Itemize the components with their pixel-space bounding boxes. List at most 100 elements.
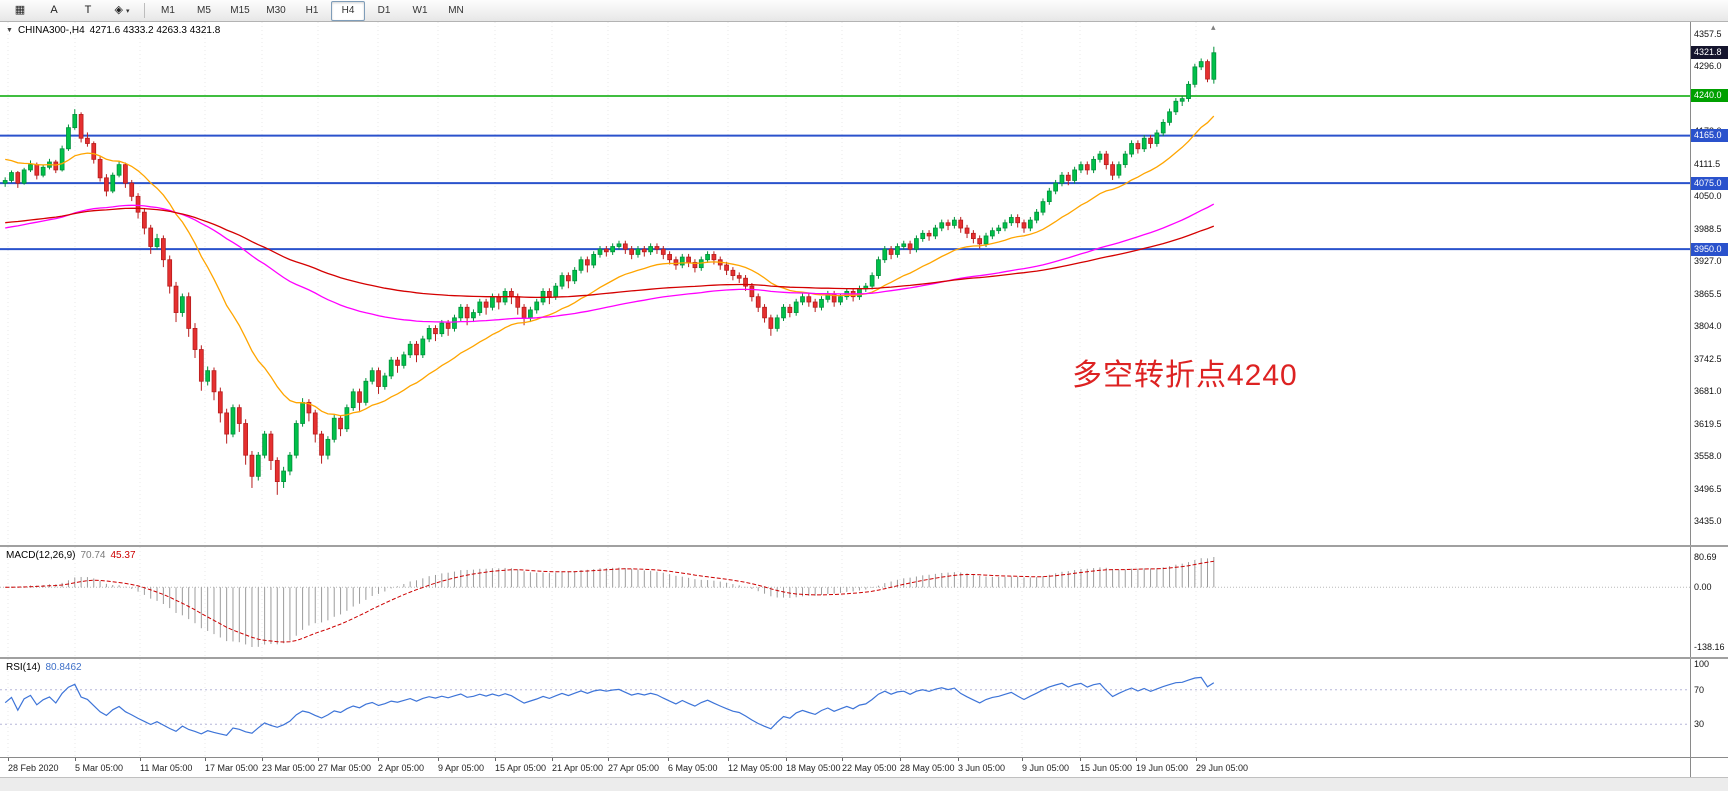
tf-button-m30[interactable]: M30 (266, 5, 286, 16)
candle (255, 452, 261, 481)
candle (616, 240, 622, 250)
time-tick-mark (75, 758, 76, 761)
tf-button-mn[interactable]: MN (448, 5, 464, 16)
panel-resize-handle[interactable] (0, 657, 1728, 659)
tf-button-m15[interactable]: M15 (230, 5, 250, 16)
chart-text-annotation[interactable]: 多空转折点4240 (1072, 359, 1298, 392)
price-axis-label: 3681.0 (1694, 386, 1722, 397)
candle (230, 404, 236, 438)
candle (325, 436, 331, 460)
time-tick-mark (900, 758, 901, 761)
time-axis-label: 28 Feb 2020 (8, 763, 59, 773)
tf-button-m5[interactable]: M5 (197, 5, 211, 16)
candle (312, 409, 318, 443)
candle (989, 227, 995, 240)
main-chart-panel: ▼ CHINA300-,H4 4271.6 4333.2 4263.3 4321… (0, 22, 1690, 545)
time-tick-mark (958, 758, 959, 761)
tf-button-m1[interactable]: M1 (161, 5, 175, 16)
candle (1173, 98, 1179, 115)
candle (350, 388, 356, 411)
text-label-tool-button[interactable]: T (72, 1, 104, 21)
candle (793, 298, 799, 316)
candle (572, 267, 578, 285)
candle (591, 251, 597, 269)
candle (1129, 140, 1134, 158)
candle (40, 165, 46, 178)
chart-window-tool-button[interactable]: ▦ (4, 1, 36, 21)
time-tick-mark (438, 758, 439, 761)
candle (369, 367, 375, 385)
candle (110, 172, 116, 194)
candle (338, 415, 343, 437)
time-tick-mark (318, 758, 319, 761)
candle (692, 259, 698, 273)
candle (477, 298, 483, 316)
candle (179, 293, 185, 317)
bottom-strip (0, 777, 1728, 791)
level-badge-3950: 3950.0 (1691, 242, 1728, 256)
rsi-value-axis[interactable]: 100 70 30 (1690, 659, 1728, 757)
candle (268, 430, 274, 470)
candle (869, 272, 875, 290)
chart-shift-marker-icon[interactable]: ▴ (1211, 22, 1216, 32)
time-axis-label: 11 Mar 05:00 (140, 763, 193, 773)
candle (66, 124, 71, 151)
rsi-canvas[interactable] (0, 659, 1690, 757)
macd-signal-line (5, 560, 1214, 643)
time-axis-label: 19 Jun 05:00 (1136, 763, 1189, 773)
candle (1034, 209, 1040, 224)
macd-axis-label: 80.69 (1694, 552, 1717, 562)
candle (1211, 46, 1217, 84)
candle (971, 230, 976, 244)
panel-resize-handle[interactable] (0, 545, 1728, 547)
time-axis-label: 17 Mar 05:00 (205, 763, 259, 773)
candle (72, 109, 78, 130)
candle (1097, 150, 1103, 163)
candle (205, 366, 211, 386)
candle (705, 251, 710, 263)
main-chart-canvas[interactable] (0, 22, 1690, 545)
candle (559, 272, 565, 290)
price-axis-label: 3619.5 (1694, 418, 1722, 429)
time-tick-mark (205, 758, 206, 761)
shapes-tool-button[interactable]: ◈ ▾ (106, 1, 138, 21)
time-axis-label: 21 Apr 05:00 (552, 763, 604, 773)
candle (21, 167, 27, 185)
rsi-axis-label: 100 (1694, 659, 1710, 669)
macd-axis-label: 0.00 (1694, 582, 1712, 593)
time-axis[interactable]: 28 Feb 2020 5 Mar 05:00 11 Mar 05:00 17 Mar… (0, 757, 1690, 777)
bid-price-badge: 4321.8 (1691, 46, 1728, 60)
time-tick-mark (842, 758, 843, 761)
candle (857, 285, 862, 300)
candle (914, 235, 919, 253)
candle (344, 404, 350, 432)
symbol-dropdown-icon[interactable]: ▼ (6, 27, 13, 34)
candle (686, 253, 691, 268)
candle (395, 356, 400, 373)
rsi-name: RSI(14) (6, 662, 41, 673)
ma-line-red (5, 207, 1215, 299)
candle (363, 378, 369, 406)
tf-button-h1[interactable]: H1 (305, 5, 319, 16)
candle (1160, 119, 1166, 137)
candle (211, 367, 217, 401)
main-price-axis[interactable]: 4357.54296.04234.54173.04111.54050.03988… (1690, 22, 1728, 545)
tf-button-d1[interactable]: D1 (377, 5, 391, 16)
time-axis-label: 27 Apr 05:00 (608, 763, 660, 773)
candle (901, 240, 907, 250)
tf-button-h4[interactable]: H4 (331, 0, 365, 21)
arrow-text-tool-button[interactable]: A (38, 1, 70, 21)
candle (667, 251, 672, 265)
symbol-name: CHINA300-,H4 (17, 25, 85, 36)
candle (496, 293, 502, 310)
candle (382, 372, 388, 390)
time-tick-mark (608, 758, 609, 761)
macd-value-axis[interactable]: 80.69 0.00 -138.16 (1690, 547, 1728, 657)
candle (192, 323, 198, 358)
time-axis-label: 22 May 05:00 (842, 763, 897, 773)
text-label-tool-icon: T (84, 4, 92, 16)
tf-button-w1[interactable]: W1 (412, 5, 428, 16)
macd-canvas[interactable] (0, 547, 1690, 657)
candle (876, 256, 881, 279)
candle (622, 240, 628, 254)
